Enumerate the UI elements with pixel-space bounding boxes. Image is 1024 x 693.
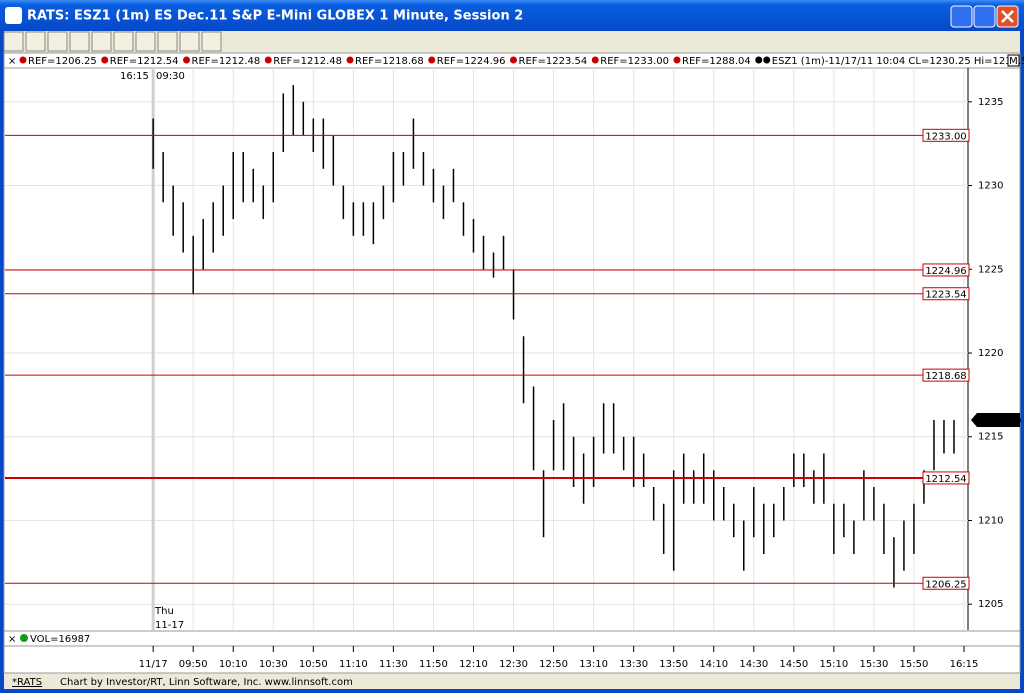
x-tick-label: 14:10 bbox=[699, 659, 728, 670]
last-price-marker bbox=[971, 413, 1020, 428]
legend-dot bbox=[101, 56, 109, 64]
tool-button[interactable] bbox=[157, 31, 178, 52]
app-icon bbox=[5, 7, 22, 24]
ref-label: 1224.96 bbox=[925, 266, 966, 277]
volume-dot bbox=[20, 634, 28, 642]
maximize-button[interactable] bbox=[973, 5, 996, 28]
legend-close[interactable]: × bbox=[8, 56, 16, 67]
legend-item: REF=1206.25 bbox=[28, 56, 97, 67]
session-end-label: 16:15 bbox=[120, 71, 149, 82]
x-tick-label: 15:50 bbox=[900, 659, 929, 670]
x-tick-label: 15:30 bbox=[859, 659, 888, 670]
y-tick-label: 1210 bbox=[978, 515, 1003, 526]
legend-item: REF=1218.68 bbox=[355, 56, 424, 67]
x-tick-label: 12:30 bbox=[499, 659, 528, 670]
x-tick-label: 10:30 bbox=[259, 659, 288, 670]
legend-dot bbox=[510, 56, 517, 64]
tool-button[interactable] bbox=[69, 31, 90, 52]
plot: 1205 1210 1215 1220 1225 1230 1235 1233.00 1224.… bbox=[5, 68, 1021, 630]
legend-dot bbox=[428, 56, 436, 64]
legend-item: REF=1212.48 bbox=[192, 56, 261, 67]
legend-item: REF=1212.48 bbox=[273, 56, 342, 67]
ref-label-box bbox=[922, 471, 970, 485]
x-axis-panel bbox=[3, 645, 1021, 674]
ref-label: 1218.68 bbox=[925, 371, 966, 382]
plot-panel bbox=[3, 67, 1021, 632]
window-title: RATS: ESZ1 (1m) ES Dec.11 S&P E-Mini GLO… bbox=[27, 9, 523, 24]
x-tick-label: 15:10 bbox=[819, 659, 848, 670]
legend-dot bbox=[183, 56, 190, 64]
axis-tag: M bbox=[1009, 56, 1018, 67]
x-tick-label: 11:10 bbox=[339, 659, 368, 670]
tool-button[interactable] bbox=[47, 31, 68, 52]
y-tick-label: 1215 bbox=[978, 432, 1003, 443]
x-tick-label: 12:50 bbox=[539, 659, 568, 670]
ref-label-box bbox=[922, 128, 970, 142]
x-tick-label: 13:30 bbox=[619, 659, 648, 670]
legend-item: REF=1212.54 bbox=[110, 56, 179, 67]
ref-label: 1223.54 bbox=[925, 290, 966, 301]
x-tick-label: 11:30 bbox=[379, 659, 408, 670]
legend-dot bbox=[763, 56, 771, 64]
tool-button[interactable] bbox=[113, 31, 134, 52]
close-icon bbox=[1001, 10, 1014, 23]
x-tick-label: 14:50 bbox=[779, 659, 808, 670]
legend-item: REF=1224.96 bbox=[437, 56, 506, 67]
y-tick-label: 1235 bbox=[978, 97, 1003, 108]
legend-item: ESZ1 (1m)-11/17/11 10:04 CL=1230.25 Hi=1… bbox=[772, 56, 1024, 67]
legend-dot bbox=[591, 56, 599, 64]
title-bar bbox=[0, 0, 1024, 31]
ref-label: 1233.00 bbox=[925, 131, 966, 142]
session-start-label: 09:30 bbox=[156, 71, 185, 82]
status-app[interactable]: *RATS bbox=[12, 677, 42, 688]
legend-item: REF=1288.04 bbox=[682, 56, 751, 67]
y-tick-label: 1230 bbox=[978, 181, 1003, 192]
x-tick-label: 11/17 bbox=[139, 659, 168, 670]
volume-close[interactable]: × bbox=[8, 634, 16, 645]
x-tick-label: 12:10 bbox=[459, 659, 488, 670]
y-tick-label: 1225 bbox=[978, 264, 1003, 275]
x-tick-label: 16:15 bbox=[950, 659, 979, 670]
legend-dot bbox=[673, 56, 681, 64]
tool-button[interactable] bbox=[135, 31, 156, 52]
legend-dot bbox=[346, 56, 354, 64]
tool-button[interactable] bbox=[91, 31, 112, 52]
x-tick-label: 10:50 bbox=[299, 659, 328, 670]
minimize-button[interactable] bbox=[950, 5, 973, 28]
axis-tag-box[interactable] bbox=[1007, 54, 1020, 67]
legend-item: REF=1233.00 bbox=[600, 56, 669, 67]
tool-button[interactable] bbox=[25, 31, 46, 52]
x-tick-label: 13:50 bbox=[659, 659, 688, 670]
legend-item: REF=1223.54 bbox=[519, 56, 588, 67]
ref-label: 1206.25 bbox=[925, 579, 966, 590]
legend-dot bbox=[19, 56, 27, 64]
volume-label: VOL=16987 bbox=[30, 634, 90, 645]
toolbar bbox=[3, 31, 222, 52]
day-label: Thu bbox=[154, 606, 174, 617]
y-tick-label: 1205 bbox=[978, 599, 1003, 610]
x-tick-label: 13:10 bbox=[579, 659, 608, 670]
x-tick-label: 11:50 bbox=[419, 659, 448, 670]
x-tick-label: 10:10 bbox=[219, 659, 248, 670]
date-label: 11-17 bbox=[155, 620, 184, 631]
ref-label-box bbox=[922, 263, 970, 277]
x-tick-label: 14:30 bbox=[739, 659, 768, 670]
ref-label-box bbox=[922, 368, 970, 382]
x-tick-label: 09:50 bbox=[179, 659, 208, 670]
y-tick-label: 1220 bbox=[978, 348, 1003, 359]
status-credit: Chart by Investor/RT, Linn Software, Inc… bbox=[60, 677, 353, 688]
tool-button[interactable] bbox=[179, 31, 200, 52]
ref-label: 1212.54 bbox=[925, 474, 966, 485]
legend-dot bbox=[264, 56, 272, 64]
last-price-label: 1216.00 bbox=[980, 416, 1021, 427]
ref-label-box bbox=[922, 576, 970, 590]
ref-label-box bbox=[922, 287, 970, 301]
volume-strip bbox=[3, 630, 1021, 647]
tool-button[interactable] bbox=[201, 31, 222, 52]
tool-button[interactable] bbox=[3, 31, 24, 52]
legend-dot bbox=[755, 56, 763, 64]
